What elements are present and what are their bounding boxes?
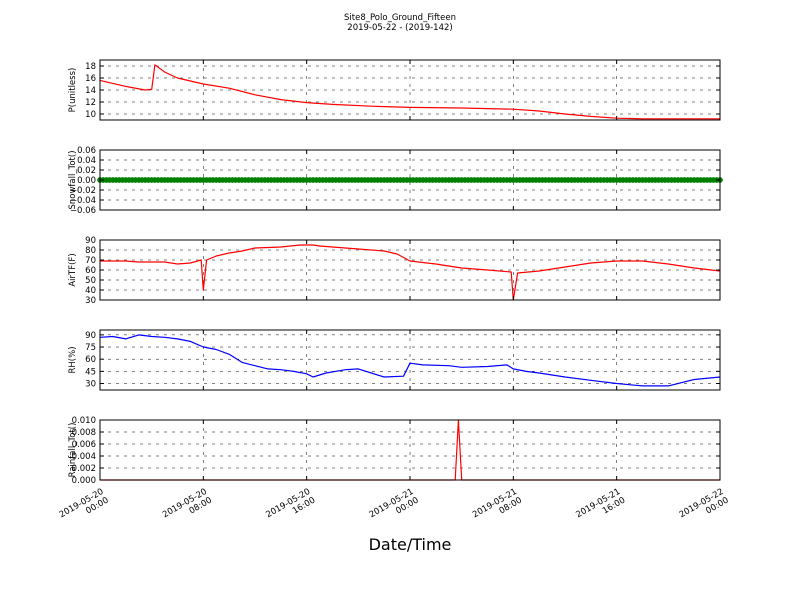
y-axis-label-p: P(unitless) [68,68,78,113]
y-tick-label: 0.002 [72,464,96,474]
y-tick-label: 0.000 [72,476,96,486]
y-tick-label: −0.04 [70,196,96,206]
y-tick-label: 45 [85,367,96,377]
y-tick-label: 12 [85,98,96,108]
y-axis-label-rainfall: Rainfall_Tot() [68,423,78,478]
y-tick-label: 0.06 [77,146,96,156]
y-tick-label: 0.04 [77,156,96,166]
y-tick-label: 0.006 [72,440,96,450]
y-tick-label: 0.008 [72,428,96,438]
y-tick-label: 30 [85,296,96,306]
subplots: 1012141618P(unitless)−0.06−0.04−0.020.00… [68,59,723,486]
y-tick-label: 0.00 [77,176,96,186]
y-tick-label: 70 [85,256,96,266]
y-axis-label-rh: RH(%) [68,346,78,373]
subplot-p: 10 12 14 16 18 P(unitless) [68,59,721,121]
series-rh [99,334,721,387]
y-tick-label: 90 [85,236,96,246]
y-tick-label: 40 [85,286,96,296]
y-axis-label-snowfall: Snowfall_Tot() [68,150,78,209]
x-axis-label: Date/Time [369,535,452,554]
y-tick-label: 90 [85,331,96,341]
y-tick-label: 10 [85,110,96,120]
y-tick-label: −0.06 [70,206,96,216]
series-airtf [100,244,721,301]
series-line-rh [99,334,721,387]
subplot-snowfall: −0.06−0.04−0.020.000.020.040.06Snowfall_… [68,146,723,216]
y-tick-label: 0.004 [72,452,96,462]
y-tick-label: 30 [85,380,96,390]
y-axis-label-airtf: AirTF(F) [68,253,78,286]
series-line-p [99,64,720,120]
chart-subtitle: 2019-05-22 - (2019-142) [347,23,452,33]
y-tick-label: 60 [85,355,96,365]
y-tick-label: 0.02 [77,166,96,176]
series-p [99,64,720,120]
y-tick-label: 60 [85,266,96,276]
series-snowfall [97,177,723,183]
chart-title: Site8_Polo_Ground_Fifteen [344,13,456,23]
y-tick-label: 14 [85,86,96,96]
y-tick-label: 0.010 [72,416,96,426]
y-tick-label: 75 [85,343,96,353]
y-tick-label: 16 [85,74,96,84]
y-tick-label: −0.02 [70,186,96,196]
series-line-airtf [100,244,721,301]
y-tick-label: 18 [85,62,96,72]
y-tick-label: 80 [85,246,96,256]
y-tick-label: 50 [85,276,96,286]
subplot-rh: 30 45 60 75 90 RH(%) [68,329,721,391]
subplot-rainfall: 0.000 0.002 0.004 0.006 0.008 0.010Rainfall_T… [68,416,721,486]
